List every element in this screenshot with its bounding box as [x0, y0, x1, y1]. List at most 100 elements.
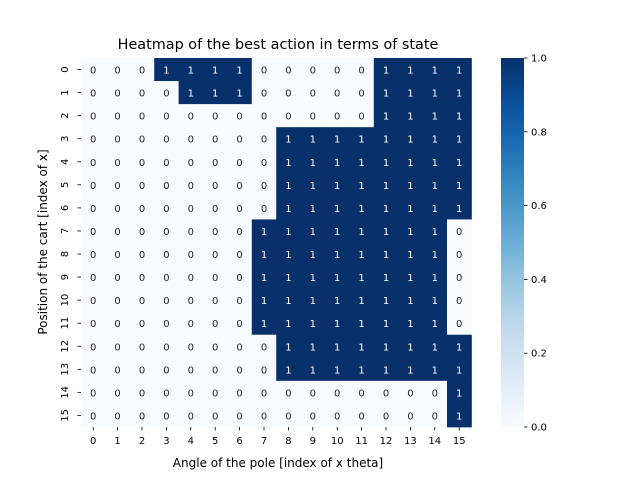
cell-value-label: 1 — [456, 411, 462, 422]
heatmap-cell — [178, 196, 204, 220]
y-tick-label: 10 — [60, 294, 71, 307]
cell-value-label: 1 — [407, 181, 413, 192]
cell-value-label: 0 — [90, 158, 96, 169]
y-tick-label: 8 — [60, 251, 71, 257]
cell-value-label: 1 — [212, 66, 218, 77]
cell-value-label: 0 — [261, 204, 267, 215]
cell-value-label: 0 — [90, 250, 96, 261]
y-tick-label: 1 — [60, 89, 71, 95]
cell-value-label: 1 — [383, 342, 389, 353]
cell-value-label: 1 — [358, 135, 364, 146]
cell-value-label: 0 — [188, 411, 194, 422]
heatmap-cell — [276, 173, 301, 197]
heatmap-cell — [154, 104, 179, 128]
heatmap-cell — [203, 81, 228, 105]
cell-value-label: 0 — [163, 227, 169, 238]
cell-value-label: 0 — [261, 112, 267, 123]
cell-value-label: 0 — [236, 112, 242, 123]
colorbar — [501, 58, 524, 427]
cell-value-label: 1 — [456, 342, 462, 353]
cell-value-label: 0 — [212, 158, 218, 169]
cell-value-label: 0 — [212, 319, 218, 330]
cell-value-label: 0 — [334, 112, 340, 123]
cell-value-label: 1 — [383, 204, 389, 215]
cell-value-label: 0 — [139, 227, 145, 238]
heatmap-cell — [227, 357, 253, 382]
cell-value-label: 0 — [456, 273, 462, 284]
x-tick-label: 4 — [188, 436, 194, 447]
cell-value-label: 0 — [114, 365, 120, 376]
cell-value-label: 0 — [212, 273, 218, 284]
heatmap-cell — [227, 173, 253, 197]
cell-value-label: 0 — [456, 227, 462, 238]
cell-value-label: 0 — [139, 296, 145, 307]
heatmap-cell — [227, 311, 253, 336]
cell-value-label: 0 — [90, 181, 96, 192]
heatmap-cell — [251, 81, 277, 105]
cell-value-label: 0 — [114, 66, 120, 77]
heatmap-cell — [447, 127, 472, 151]
cell-value-label: 0 — [163, 112, 169, 123]
cell-value-label: 0 — [358, 388, 364, 399]
heatmap-cell — [447, 104, 472, 128]
heatmap-cell — [398, 265, 423, 289]
cell-value-label: 0 — [90, 319, 96, 330]
heatmap-cell — [349, 380, 375, 405]
cell-value-label: 1 — [334, 342, 340, 353]
heatmap-cell — [373, 311, 399, 336]
cell-value-label: 1 — [358, 296, 364, 307]
cell-value-label: 1 — [383, 296, 389, 307]
heatmap-cell — [251, 334, 277, 359]
heatmap-cell — [129, 127, 155, 151]
heatmap-cell — [203, 196, 228, 220]
heatmap-cell — [398, 150, 423, 174]
heatmap-cell — [178, 58, 204, 82]
heatmap-cell — [373, 357, 399, 382]
cell-value-label: 0 — [236, 365, 242, 376]
cell-value-label: 1 — [261, 273, 267, 284]
heatmap-cell — [203, 150, 228, 174]
heatmap-cell — [251, 265, 277, 289]
x-axis-label: Angle of the pole [index of x theta] — [173, 456, 383, 470]
cell-value-label: 1 — [310, 227, 316, 238]
heatmap-cell-labels: 0 0 0 1 1 1 1 0 0 0 0 0 1 1 1 1 0 0 0 0 1 1 1 0 0 0 0 0 1 1 1 1 0 0 0 0 0 0 0 0… — [90, 66, 462, 423]
y-tick-label: 4 — [60, 159, 71, 165]
heatmap-cell — [398, 403, 423, 428]
cell-value-label: 0 — [139, 319, 145, 330]
heatmap-cell — [105, 403, 131, 428]
heatmap-cell — [227, 242, 253, 266]
heatmap-cell — [398, 288, 423, 313]
cell-value-label: 1 — [456, 112, 462, 123]
heatmap-cell — [349, 58, 375, 82]
heatmap-cell — [276, 380, 301, 405]
heatmap-cell — [203, 311, 228, 336]
heatmap-cell — [105, 288, 131, 313]
heatmap-cell — [349, 311, 375, 336]
heatmap-cell — [398, 380, 423, 405]
heatmap-cell — [251, 219, 277, 243]
heatmap-cell — [251, 403, 277, 428]
heatmap-cell — [447, 150, 472, 174]
heatmap-cell — [129, 288, 155, 313]
cell-value-label: 0 — [188, 319, 194, 330]
heatmap-cell — [349, 265, 375, 289]
heatmap-cell — [154, 403, 179, 428]
heatmap-cell — [105, 58, 131, 82]
x-tick-label: 7 — [261, 436, 267, 447]
heatmap-cell — [227, 380, 253, 405]
colorbar-tick-label: 0.0 — [531, 423, 547, 434]
cell-value-label: 0 — [358, 89, 364, 100]
heatmap-cell — [178, 265, 204, 289]
cell-value-label: 1 — [334, 250, 340, 261]
heatmap-cell — [349, 334, 375, 359]
cell-value-label: 1 — [188, 66, 194, 77]
cell-value-label: 1 — [432, 296, 438, 307]
x-tick-label: 10 — [331, 436, 344, 447]
cell-value-label: 0 — [261, 388, 267, 399]
heatmap-cell — [154, 81, 179, 105]
cell-value-label: 0 — [285, 411, 291, 422]
heatmap-cell — [154, 127, 179, 151]
heatmap-cell — [422, 58, 448, 82]
heatmap-cells — [81, 58, 472, 428]
heatmap-cell — [203, 219, 228, 243]
